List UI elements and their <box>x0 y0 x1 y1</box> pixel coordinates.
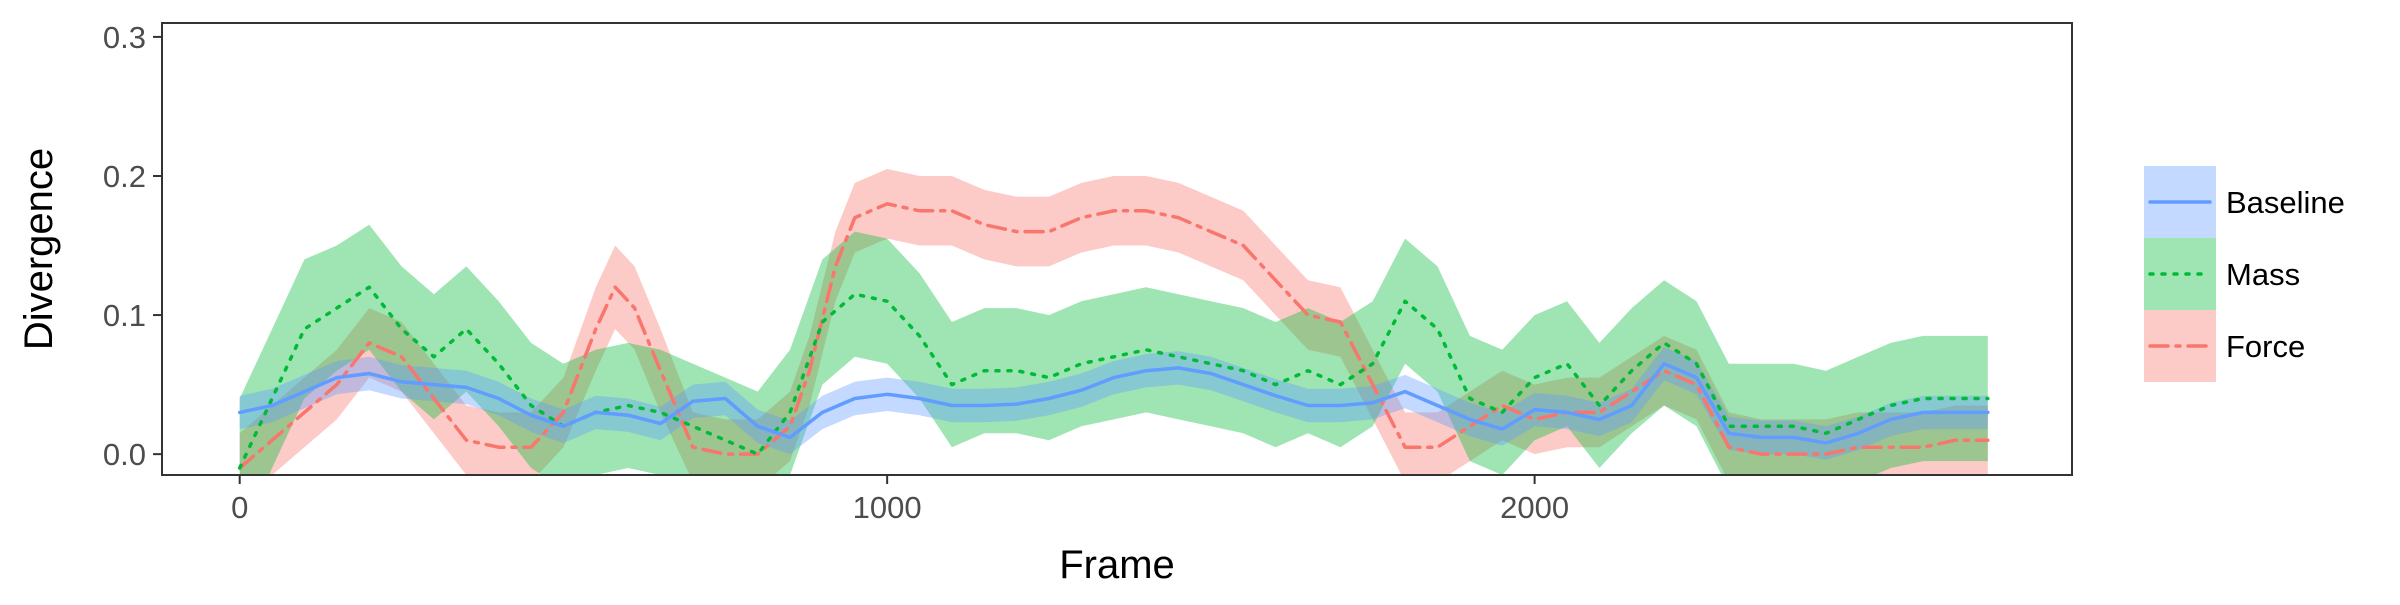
series-line-baseline <box>237 361 1990 445</box>
y-tick-label: 0.3 <box>103 20 146 55</box>
x-tick-label: 1000 <box>853 490 922 525</box>
legend-item-force: Force <box>2144 310 2305 382</box>
legend: Baseline Mass Force <box>2144 166 2345 382</box>
legend-label: Mass <box>2226 257 2300 292</box>
series-line-force <box>237 202 1990 470</box>
ribbon-force <box>239 169 1988 475</box>
x-tick-label: 2000 <box>1500 490 1569 525</box>
x-tick-label: 0 <box>231 490 248 525</box>
legend-label: Force <box>2226 329 2305 364</box>
y-axis-title: Divergence <box>17 148 61 350</box>
y-tick-label: 0.0 <box>103 437 146 472</box>
x-axis-title: Frame <box>1059 543 1175 587</box>
legend-key-fill <box>2144 238 2216 310</box>
axes: 0 1000 2000 0.0 0.1 0.2 0.3 <box>103 20 1569 525</box>
plot-area <box>237 169 1990 475</box>
series-line-mass <box>237 285 1990 470</box>
ribbon-baseline <box>239 347 1988 460</box>
legend-item-baseline: Baseline <box>2144 166 2345 238</box>
legend-item-mass: Mass <box>2144 238 2300 310</box>
plot-panel-border <box>161 22 2073 476</box>
legend-label: Baseline <box>2226 185 2345 220</box>
y-tick-label: 0.2 <box>103 159 146 194</box>
y-tick-label: 0.1 <box>103 298 146 333</box>
